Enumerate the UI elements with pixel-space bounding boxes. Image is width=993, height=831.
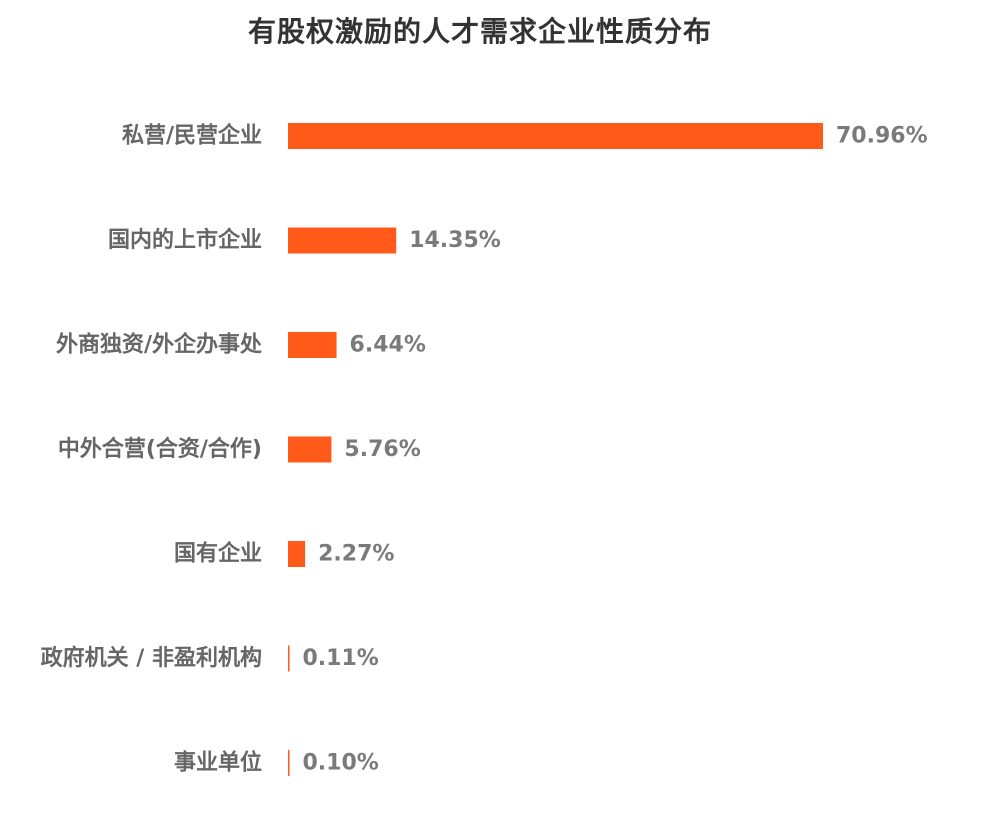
bar — [288, 227, 397, 254]
category-label: 政府机关 / 非盈利机构 — [41, 645, 262, 671]
bar — [288, 750, 290, 776]
data-label: 0.10% — [303, 751, 379, 776]
data-label: 0.11% — [303, 646, 379, 671]
bar — [288, 123, 823, 149]
data-label: 14.35% — [409, 228, 501, 253]
data-label: 6.44% — [350, 333, 426, 358]
bar — [288, 645, 290, 672]
bar — [288, 332, 337, 358]
category-label: 国内的上市企业 — [108, 227, 262, 253]
category-label: 外商独资/外企办事处 — [56, 332, 262, 358]
data-label: 5.76% — [344, 437, 420, 462]
category-label: 中外合营(合资/合作) — [58, 436, 262, 462]
data-label: 70.96% — [836, 124, 928, 149]
category-label: 事业单位 — [174, 750, 262, 776]
category-label: 国有企业 — [174, 541, 262, 567]
bar — [288, 541, 306, 567]
data-label: 2.27% — [318, 542, 394, 567]
chart-title: 有股权激励的人才需求企业性质分布 — [247, 15, 712, 48]
category-label: 私营/民营企业 — [122, 123, 262, 149]
bar — [288, 436, 332, 463]
